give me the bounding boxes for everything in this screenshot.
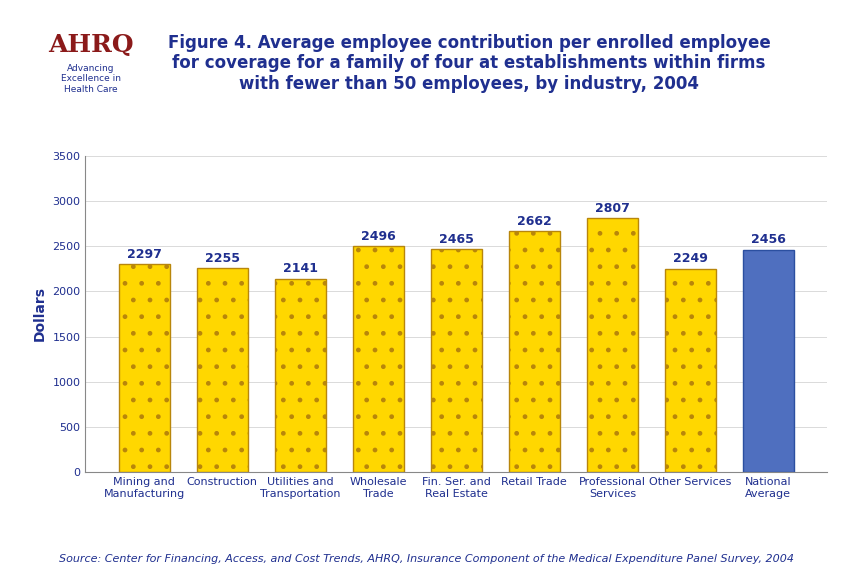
Text: Figure 4. Average employee contribution per enrolled employee
for coverage for a: Figure 4. Average employee contribution …: [168, 33, 769, 93]
Text: Advancing
Excellence in
Health Care: Advancing Excellence in Health Care: [60, 64, 120, 94]
Text: 2255: 2255: [204, 252, 239, 264]
Bar: [742, 250, 792, 472]
Bar: [353, 247, 403, 472]
Text: 2456: 2456: [750, 233, 785, 247]
Text: Source: Center for Financing, Access, and Cost Trends, AHRQ, Insurance Component: Source: Center for Financing, Access, an…: [59, 555, 793, 564]
Bar: [119, 264, 170, 472]
Bar: [197, 268, 247, 472]
Y-axis label: Dollars: Dollars: [32, 286, 47, 342]
Text: 2496: 2496: [360, 230, 395, 242]
Bar: [509, 232, 559, 472]
Text: 2249: 2249: [672, 252, 707, 265]
Bar: [274, 279, 325, 472]
Text: AHRQ: AHRQ: [48, 33, 133, 57]
Text: 2807: 2807: [594, 202, 629, 215]
Text: 2141: 2141: [283, 262, 318, 275]
Text: 2465: 2465: [439, 233, 473, 245]
Bar: [430, 249, 481, 472]
Bar: [586, 218, 637, 472]
Text: 2297: 2297: [127, 248, 162, 261]
Text: 2662: 2662: [516, 215, 551, 228]
Bar: [665, 269, 715, 472]
